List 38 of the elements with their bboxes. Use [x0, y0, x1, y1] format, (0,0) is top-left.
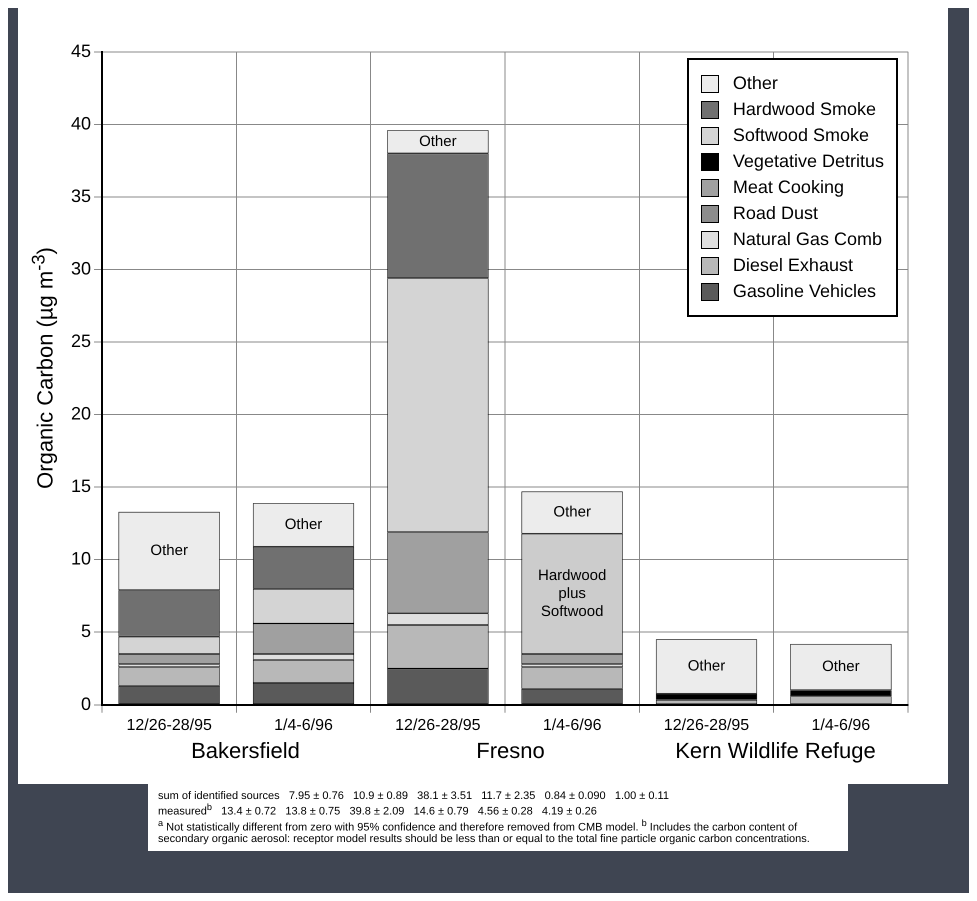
y-tick-label: 0 — [81, 694, 92, 714]
legend-label: Diesel Exhaust — [732, 255, 853, 276]
legend-label: Softwood Smoke — [732, 125, 869, 146]
text: Other — [822, 658, 860, 676]
legend-label: Vegetative Detritus — [732, 151, 884, 172]
y-tick-label: 25 — [70, 330, 92, 351]
text: Other — [419, 132, 457, 150]
y-tick-label: 35 — [70, 186, 92, 206]
text: Other — [553, 504, 591, 521]
legend-label: Other — [732, 73, 778, 94]
legend-label: Road Dust — [732, 203, 818, 224]
legend-label: Meat Cooking — [732, 177, 844, 198]
text: Kern Wildlife Refuge — [674, 738, 877, 764]
x-tick-label: 1/4-6/96 — [274, 716, 333, 734]
text: Bakersfield — [190, 738, 301, 764]
x-tick-label: 12/26-28/95 — [664, 716, 750, 734]
text: Fresno — [475, 738, 546, 764]
text: $^{a}$ Not statistically different from zero with 95% confidence and therefore removed from CMB model. $^{b}$ Includes the carbon content of secondary organic aerosol: receptor model results should be less than or equal to the total fine particle organic carbon concentrations. — [158, 818, 811, 846]
text: Other — [284, 516, 322, 534]
x-tick-label: 1/4-6/96 — [811, 716, 870, 734]
y-tick-label: 40 — [70, 113, 92, 134]
legend-label: Natural Gas Comb — [732, 229, 882, 250]
y-tick-label: 10 — [70, 548, 92, 569]
x-tick-label: 12/26-28/95 — [126, 716, 212, 734]
text: sum of identified sources 7.95 ± 0.76 10.9 ± 0.89 38.1 ± 3.51 11.7 ± 2.35 0.84 ± 0.090 1.00 ± 0.11 — [158, 790, 670, 802]
series-label: Hardwood plus Softwood — [538, 566, 606, 620]
y-tick-label: 20 — [70, 404, 92, 424]
y-tick-label: 15 — [70, 476, 92, 496]
x-tick-label: 1/4-6/96 — [542, 716, 602, 734]
text: Other — [688, 658, 726, 675]
x-tick-label: 12/26-28/95 — [395, 716, 481, 734]
y-tick-label: 5 — [81, 621, 92, 642]
y-tick-label: 45 — [70, 40, 92, 61]
text: measured$^{b}$ 13.4 ± 0.72 13.8 ± 0.75 39.8 ± 2.09 14.6 ± 0.79 4.56 ± 0.28 4.19 ± 0.26 — [158, 802, 598, 818]
legend-label: Hardwood Smoke — [732, 99, 876, 120]
y-tick-label: 30 — [70, 258, 92, 278]
legend-label: Gasoline Vehicles — [732, 281, 876, 302]
text: Other — [150, 542, 188, 560]
